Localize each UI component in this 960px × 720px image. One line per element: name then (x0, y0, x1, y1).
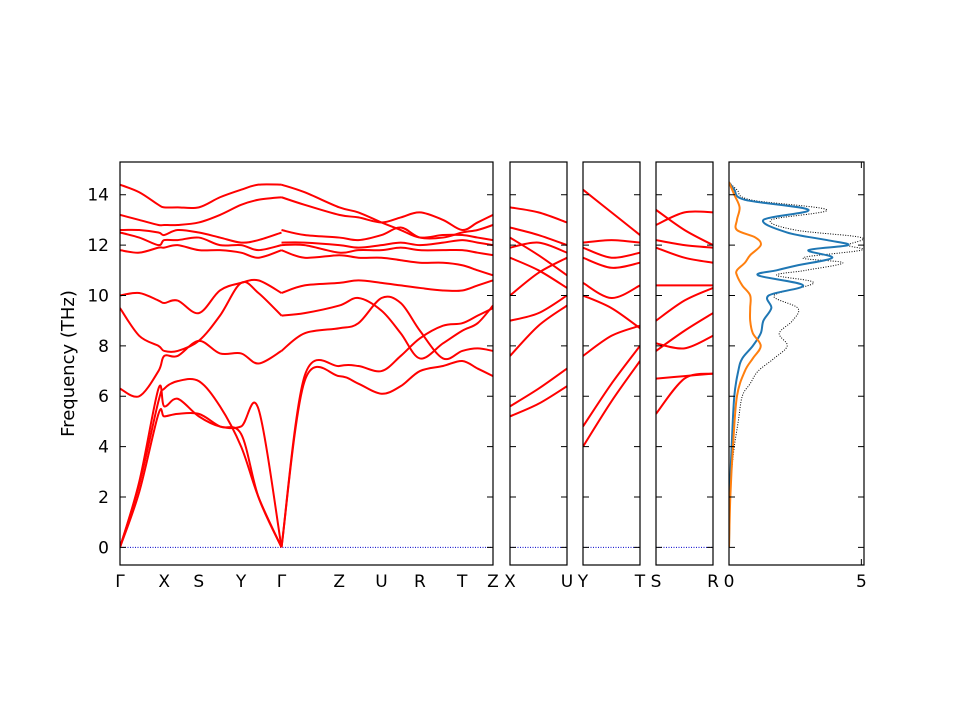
phonon-band (281, 183, 493, 242)
phonon-band (583, 360, 640, 448)
phonon-band (583, 282, 640, 300)
phonon-band (656, 210, 713, 226)
phonon-band (656, 372, 713, 415)
phonon-band (656, 287, 713, 322)
phonon-band (120, 339, 283, 398)
panel-content (510, 206, 567, 548)
phonon-band (656, 239, 713, 249)
phonon-band (120, 377, 283, 548)
phonon-band (583, 256, 640, 269)
x-tick-label: T (634, 572, 646, 592)
phonon-band (280, 307, 493, 548)
phonon-band (120, 384, 283, 548)
phonon-band (120, 244, 282, 259)
x-tick-label: S (193, 572, 204, 592)
panel-content (656, 209, 713, 548)
y-tick-label: 8 (98, 337, 109, 357)
panel-content (120, 183, 493, 548)
x-tick-label: R (414, 572, 426, 592)
phonon-band (120, 278, 283, 315)
phonon-band (120, 183, 282, 210)
y-tick-label: 2 (98, 488, 109, 508)
x-tick-label: Z (333, 572, 345, 592)
x-tick-label: X (158, 572, 170, 592)
x-tick-label: S (651, 572, 662, 592)
phonon-band (281, 279, 493, 294)
phonon-band (280, 359, 493, 548)
x-tick-label: 5 (856, 572, 867, 592)
panel-frame (509, 161, 568, 566)
phonon-band (281, 243, 493, 257)
phonon-band (120, 281, 283, 353)
y-tick-label: 12 (87, 236, 109, 256)
panel-frame (728, 161, 865, 566)
x-tick-label: X (504, 572, 516, 592)
phonon-band (510, 385, 567, 418)
phonon-band (510, 304, 567, 357)
panel-frame (119, 161, 494, 566)
phonon-band (281, 249, 493, 277)
phonon-band (120, 231, 282, 252)
phonon-band (281, 296, 493, 360)
x-tick-label: U (561, 572, 573, 592)
phonon-band (583, 294, 640, 330)
phonon-band (510, 294, 567, 322)
phonon-band (510, 367, 567, 408)
x-tick-label: Z (487, 572, 499, 592)
phonon-band (510, 256, 567, 289)
phonon-band (656, 334, 713, 350)
phonon-band (281, 196, 493, 232)
phonon-band (583, 188, 640, 236)
panel-frame (582, 161, 641, 566)
phonon-band (120, 196, 282, 227)
phonon-band (510, 206, 567, 224)
x-tick-label: Y (577, 572, 589, 592)
phonon-band (656, 372, 713, 380)
phonon-band (583, 345, 640, 428)
phonon-band (656, 246, 713, 264)
phonon-band (510, 226, 567, 247)
panel-frame (655, 161, 714, 566)
x-tick-label: U (375, 572, 387, 592)
dos-partial-curve (729, 181, 850, 548)
phonon-band (510, 241, 567, 254)
x-tick-label: Γ (115, 572, 125, 592)
phonon-band (656, 209, 713, 247)
phonon-band (510, 256, 567, 297)
x-tick-label: 0 (724, 572, 735, 592)
phonon-band (583, 246, 640, 259)
x-tick-label: T (456, 572, 468, 592)
panel-content (729, 181, 864, 548)
y-tick-label: 0 (98, 538, 109, 558)
dos-partial-curve (729, 181, 762, 548)
x-tick-label: R (707, 572, 719, 592)
phonon-band (280, 295, 493, 361)
x-tick-label: Γ (277, 572, 287, 592)
x-tick-label: Y (235, 572, 247, 592)
phonon-band (510, 236, 567, 277)
phonon-band (281, 224, 493, 242)
phonon-band (583, 324, 640, 357)
y-tick-label: 14 (87, 186, 109, 206)
y-tick-label: 6 (98, 387, 109, 407)
y-tick-label: 10 (87, 286, 109, 306)
phonon-band (281, 239, 493, 249)
y-tick-label: 4 (98, 438, 109, 458)
phonon-band (583, 239, 640, 244)
phonon-band (120, 407, 283, 548)
panel-content (583, 188, 640, 548)
y-axis-label: Frequency (THz) (58, 290, 79, 437)
phonon-band (656, 312, 713, 352)
phonon-band (120, 228, 282, 244)
